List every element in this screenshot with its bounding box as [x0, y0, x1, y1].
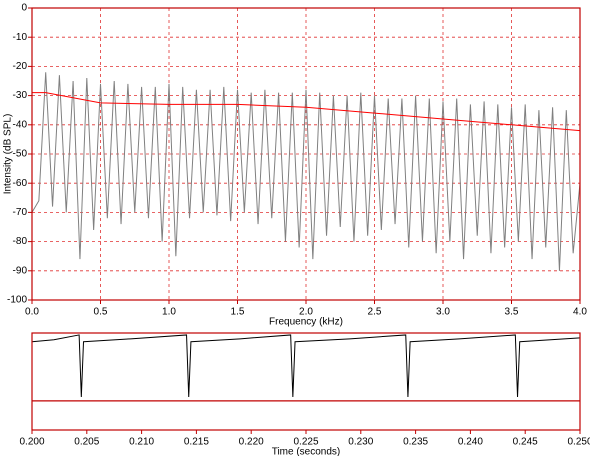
- plot-frame: [31, 332, 581, 431]
- x-tick-label: 0.215: [184, 437, 209, 448]
- y-tick-label: -10: [13, 32, 28, 43]
- x-tick-label: 0.225: [293, 437, 318, 448]
- x-tick-label: 0.210: [129, 437, 154, 448]
- x-tick-label: 0.245: [513, 437, 538, 448]
- x-tick-label: 2.0: [299, 307, 313, 318]
- x-tick-label: 0.0: [25, 307, 39, 318]
- series-line: [31, 72, 581, 271]
- y-tick-label: -90: [13, 265, 28, 276]
- y-tick-label: -50: [13, 149, 28, 160]
- x-tick-label: 0.5: [94, 307, 108, 318]
- y-tick-label: -60: [13, 178, 28, 189]
- x-tick-label: 0.200: [19, 437, 44, 448]
- y-tick-label: -20: [13, 61, 28, 72]
- series-line: [31, 334, 581, 398]
- x-tick-label: 0.240: [458, 437, 483, 448]
- plot-frame: [31, 7, 581, 301]
- series-line: [32, 92, 581, 132]
- x-axis-label: Time (seconds): [272, 447, 341, 456]
- x-tick-label: 1.5: [231, 307, 245, 318]
- x-tick-label: 0.230: [348, 437, 373, 448]
- y-tick-label: -70: [13, 207, 28, 218]
- y-tick-label: -100: [7, 295, 27, 306]
- x-tick-label: 3.0: [436, 307, 450, 318]
- y-axis-label: Intensity (dB SPL): [3, 114, 14, 195]
- x-tick-label: 0.250: [567, 437, 590, 448]
- x-tick-label: 0.205: [74, 437, 99, 448]
- y-tick-label: 0: [21, 3, 27, 14]
- x-tick-label: 3.5: [505, 307, 519, 318]
- x-tick-label: 1.0: [162, 307, 176, 318]
- y-tick-label: -80: [13, 236, 28, 247]
- y-tick-label: -30: [13, 90, 28, 101]
- x-axis-label: Frequency (kHz): [269, 317, 343, 328]
- x-tick-label: 4.0: [573, 307, 587, 318]
- x-tick-label: 2.5: [368, 307, 382, 318]
- x-tick-label: 0.220: [239, 437, 264, 448]
- x-tick-label: 0.235: [403, 437, 428, 448]
- y-tick-label: -40: [13, 119, 28, 130]
